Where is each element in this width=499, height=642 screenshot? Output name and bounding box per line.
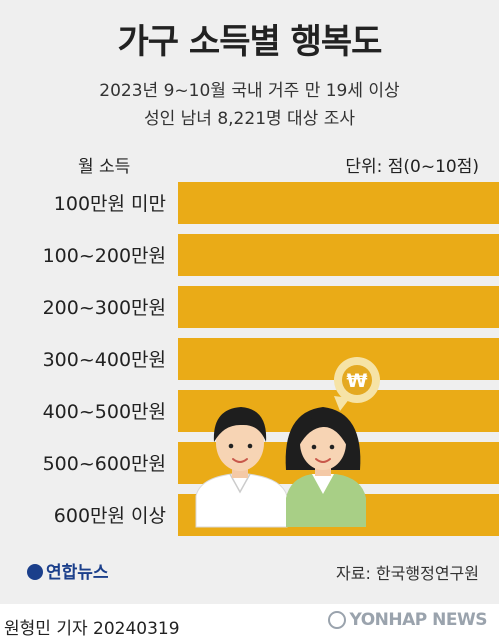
logo-text: 연합뉴스 [46,563,109,583]
chart-title: 가구 소득별 행복도 [117,22,383,62]
yonhap-logo: 연합뉴스 [27,558,109,583]
byline: 원형민 기자 20240319 [4,619,180,639]
infographic-card: 가구 소득별 행복도 2023년 9~10월 국내 거주 만 19세 이상 성인… [0,0,499,604]
category-header: 월 소득 [78,157,131,177]
category-label-5: 400~500만원 [43,401,166,423]
bar-chart: 100만원 미만6.1100~200만원6.3200~300만원6.5300~4… [43,182,499,536]
watermark-text: YONHAP NEWS [349,610,488,630]
man-icon [195,407,288,528]
unit-label: 단위: 점(0~10점) [345,157,479,177]
category-label-7: 600만원 이상 [54,505,166,527]
subtitle-line-2: 성인 남녀 8,221명 대상 조사 [143,109,356,129]
yonhap-watermark: YONHAP NEWS [327,610,488,630]
source-note: 자료: 한국행정연구원 [336,564,479,583]
bar-2 [178,234,499,276]
category-label-4: 300~400만원 [43,349,166,371]
category-label-3: 200~300만원 [43,297,166,319]
yonhap-globe-icon [327,611,346,629]
woman-icon [285,407,366,527]
bar-1 [178,182,499,224]
svg-text:₩: ₩ [347,370,368,392]
won-speech-bubble-icon: ₩ [334,357,380,411]
logo-mark-icon [27,564,43,580]
category-label-2: 100~200만원 [43,245,166,267]
category-label-1: 100만원 미만 [54,193,166,215]
bar-3 [178,286,499,328]
category-label-6: 500~600만원 [43,453,166,475]
subtitle-line-1: 2023년 9~10월 국내 거주 만 19세 이상 [99,81,400,101]
